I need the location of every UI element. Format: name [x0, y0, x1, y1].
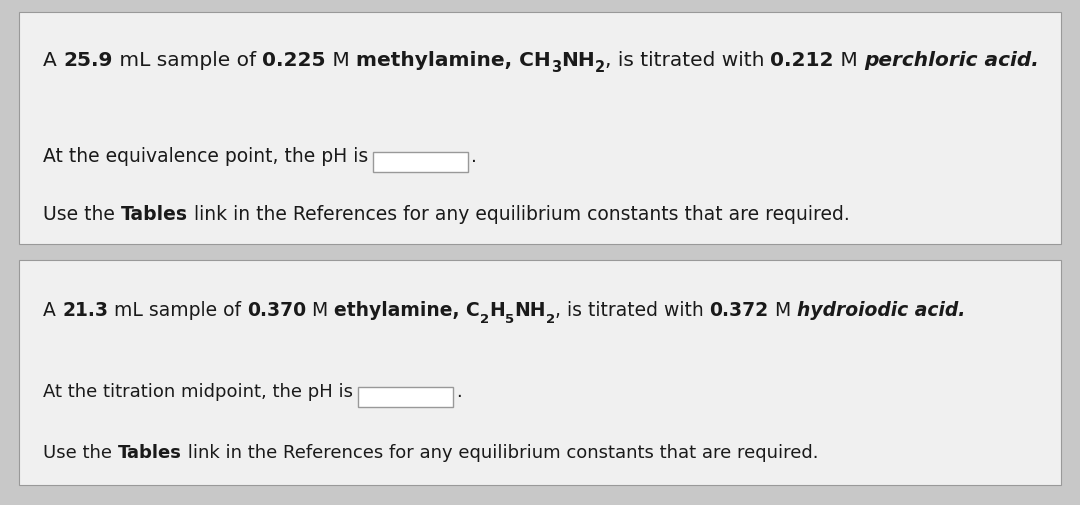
Text: A: A	[43, 300, 62, 320]
Text: M: M	[307, 300, 335, 320]
Text: perchloric acid.: perchloric acid.	[864, 50, 1039, 70]
FancyBboxPatch shape	[357, 388, 453, 407]
Text: Use the: Use the	[43, 443, 118, 461]
FancyBboxPatch shape	[19, 260, 1061, 485]
Text: Tables: Tables	[118, 443, 181, 461]
Text: mL sample of: mL sample of	[108, 300, 247, 320]
Text: NH: NH	[561, 50, 594, 70]
Text: 5: 5	[505, 312, 514, 325]
Text: M: M	[326, 50, 355, 70]
Text: 25.9: 25.9	[64, 50, 112, 70]
Text: At the equivalence point, the pH is: At the equivalence point, the pH is	[43, 146, 368, 166]
Text: M: M	[834, 50, 864, 70]
Text: hydroiodic acid.: hydroiodic acid.	[797, 300, 966, 320]
Text: 21.3: 21.3	[62, 300, 108, 320]
Text: link in the References for any equilibrium constants that are required.: link in the References for any equilibri…	[188, 205, 850, 224]
Text: At the titration midpoint, the pH is: At the titration midpoint, the pH is	[43, 382, 353, 400]
Text: methylamine, CH: methylamine, CH	[355, 50, 551, 70]
Text: H: H	[489, 300, 505, 320]
FancyBboxPatch shape	[19, 13, 1061, 245]
Text: mL sample of: mL sample of	[112, 50, 262, 70]
Text: .: .	[456, 382, 461, 400]
Text: NH: NH	[514, 300, 545, 320]
Text: Use the: Use the	[43, 205, 121, 224]
Text: 3: 3	[551, 60, 561, 75]
Text: Tables: Tables	[121, 205, 188, 224]
FancyBboxPatch shape	[373, 153, 468, 173]
Text: 0.225: 0.225	[262, 50, 326, 70]
Text: .: .	[471, 146, 477, 166]
Text: 2: 2	[594, 60, 605, 75]
Text: ethylamine, C: ethylamine, C	[335, 300, 481, 320]
Text: 2: 2	[481, 312, 489, 325]
Text: 2: 2	[545, 312, 555, 325]
Text: 0.370: 0.370	[247, 300, 307, 320]
Text: link in the References for any equilibrium constants that are required.: link in the References for any equilibri…	[181, 443, 819, 461]
Text: 0.212: 0.212	[770, 50, 834, 70]
Text: , is titrated with: , is titrated with	[605, 50, 770, 70]
Text: M: M	[769, 300, 797, 320]
Text: A: A	[43, 50, 64, 70]
Text: , is titrated with: , is titrated with	[555, 300, 710, 320]
Text: 0.372: 0.372	[710, 300, 769, 320]
